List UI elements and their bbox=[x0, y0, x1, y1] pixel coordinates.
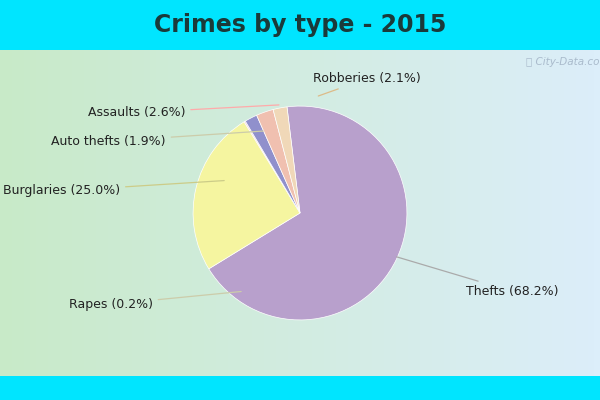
Text: Auto thefts (1.9%): Auto thefts (1.9%) bbox=[51, 131, 263, 148]
Wedge shape bbox=[193, 122, 300, 269]
Text: Burglaries (25.0%): Burglaries (25.0%) bbox=[3, 180, 224, 197]
Wedge shape bbox=[209, 106, 407, 320]
Text: Thefts (68.2%): Thefts (68.2%) bbox=[397, 257, 558, 298]
Text: Robberies (2.1%): Robberies (2.1%) bbox=[313, 72, 421, 96]
Wedge shape bbox=[273, 107, 300, 213]
Text: Assaults (2.6%): Assaults (2.6%) bbox=[88, 105, 279, 119]
Wedge shape bbox=[257, 110, 300, 213]
Text: ⓘ City-Data.com: ⓘ City-Data.com bbox=[526, 56, 600, 66]
Wedge shape bbox=[245, 115, 300, 213]
Wedge shape bbox=[244, 121, 300, 213]
Text: Crimes by type - 2015: Crimes by type - 2015 bbox=[154, 13, 446, 37]
Text: Rapes (0.2%): Rapes (0.2%) bbox=[68, 292, 241, 311]
